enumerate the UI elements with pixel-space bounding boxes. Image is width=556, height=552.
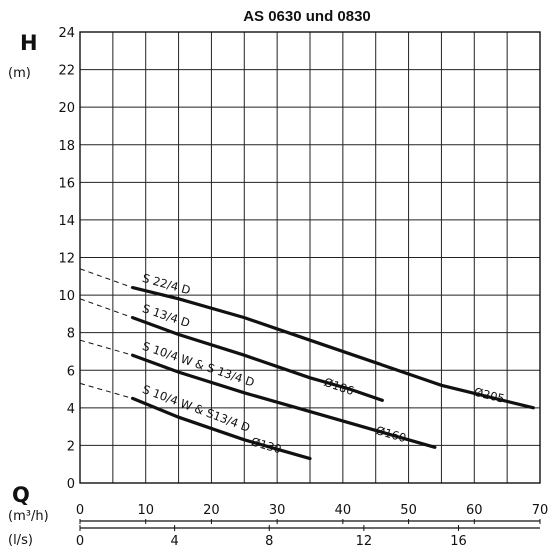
pump-curve (131, 316, 384, 402)
pump-curve (131, 396, 312, 461)
curve-extension-dashed (79, 382, 133, 399)
impeller-diameter-label: Ø205 (473, 385, 506, 406)
x2-tick-labels: 0 4 8 12 16 (76, 525, 540, 549)
x2-tick-label: 16 (450, 534, 467, 549)
curve-extension-dashed (79, 298, 133, 319)
y-tick-label: 4 (67, 402, 75, 417)
y-tick-label: 16 (58, 176, 75, 191)
x-tick-label: 30 (269, 503, 286, 518)
x-axis-label: Q (12, 483, 30, 507)
y-tick-label: 2 (67, 439, 75, 454)
chart-title: AS 0630 und 0830 (243, 8, 371, 25)
y-tick-label: 10 (58, 289, 75, 304)
x-tick-label: 50 (400, 503, 417, 518)
x-tick-label: 20 (203, 503, 220, 518)
x-tick-label: 40 (335, 503, 352, 518)
curve-extension-dashed (79, 339, 133, 356)
x2-tick-label: 8 (265, 534, 273, 549)
grid-lines (80, 32, 540, 483)
y-tick-label: 24 (58, 26, 75, 41)
x-axis-unit-primary: (m³/h) (8, 509, 49, 524)
pump-curves (79, 268, 535, 461)
curve-extension-dashed (79, 268, 133, 289)
x-tick-label: 0 (76, 503, 84, 518)
x-tick-label: 10 (137, 503, 154, 518)
y-tick-label: 6 (67, 364, 75, 379)
impeller-diameter-label: Ø186 (322, 375, 356, 398)
y-tick-label: 14 (58, 214, 75, 229)
x2-tick-label: 4 (170, 534, 178, 549)
y-tick-label: 0 (67, 477, 75, 492)
y-tick-label: 20 (58, 101, 75, 116)
y-tick-label: 8 (67, 327, 75, 342)
y-tick-label: 22 (58, 64, 75, 79)
pump-curve (131, 353, 437, 449)
y-tick-label: 18 (58, 139, 75, 154)
x-tick-label: 60 (466, 503, 483, 518)
y-tick-label: 12 (58, 252, 75, 267)
x-axis-unit-secondary: (l/s) (8, 533, 33, 548)
curve-name-label: S 22/4 D (141, 271, 192, 297)
y-axis-label: H (20, 31, 38, 55)
x2-tick-label: 12 (356, 534, 373, 549)
plot-frame (79, 31, 541, 484)
x2-tick-label: 0 (76, 534, 84, 549)
impeller-diameter-label: Ø130 (249, 434, 283, 456)
y-axis-unit: (m) (8, 66, 31, 81)
x-tick-label: 70 (532, 503, 549, 518)
pump-curve (131, 286, 535, 410)
x-tick-labels: 0 10 20 30 40 50 60 70 (76, 503, 548, 524)
impeller-diameter-label: Ø160 (374, 423, 408, 445)
curve-name-label: S 13/4 D (141, 301, 192, 330)
